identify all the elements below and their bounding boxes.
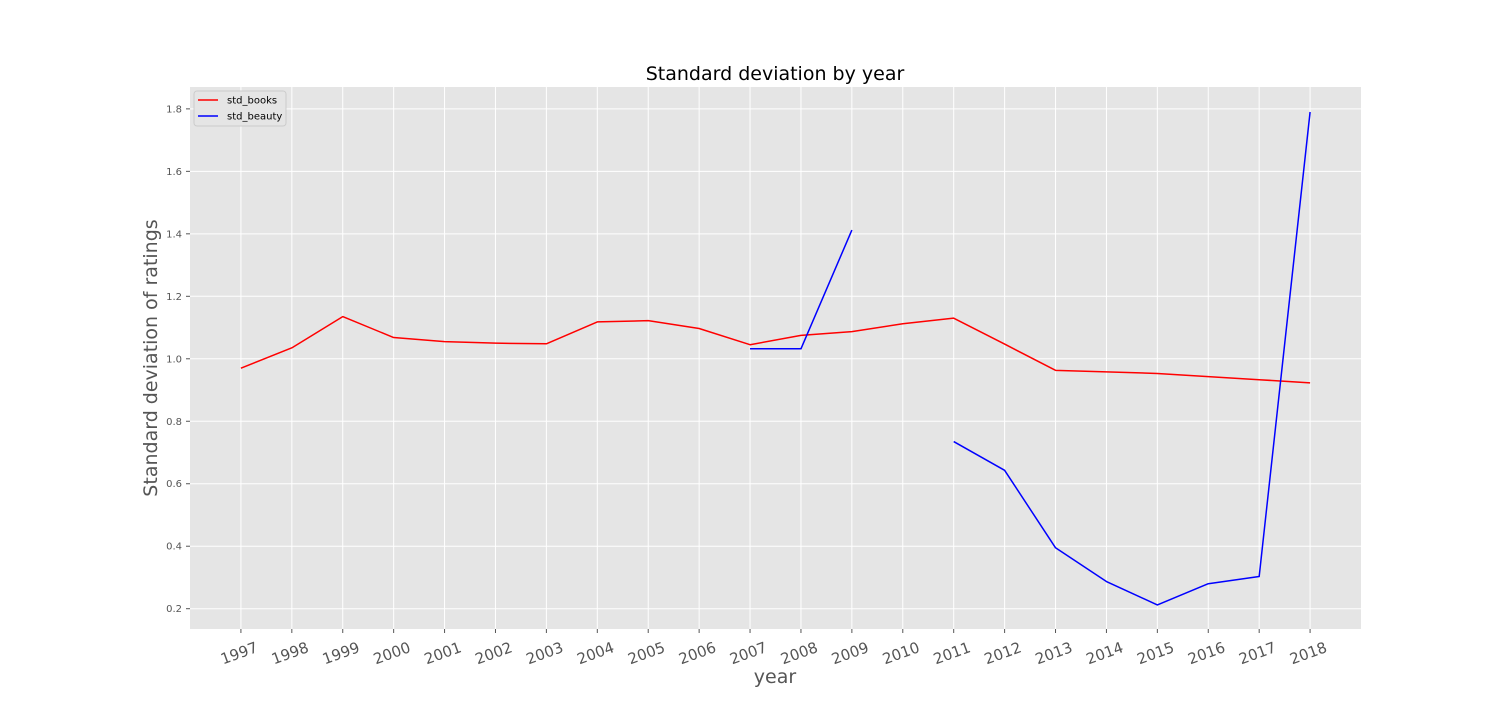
chart-title: Standard deviation by year [646, 63, 905, 85]
series-line-std_books [240, 315, 1311, 384]
series-line-std_beauty [953, 111, 1311, 606]
grid-lines [190, 87, 1361, 629]
legend-label-std_beauty: std_beauty [227, 112, 282, 123]
y-tick-label: 1.0 [166, 354, 182, 365]
y-tick-label: 1.2 [166, 292, 182, 303]
y-tick-label: 1.4 [166, 229, 182, 240]
legend: std_books std_beauty [193, 90, 287, 127]
legend-label-std_books: std_books [227, 96, 277, 107]
x-axis-ticks: 1997 1998 1999 2000 2001 2002 2003 2004 2005 2006… [218, 629, 1329, 668]
series-std_beauty [750, 111, 1311, 606]
y-tick-label: 1.6 [166, 167, 182, 178]
y-tick-label: 1.8 [166, 104, 182, 115]
series-line-std_beauty [750, 229, 853, 350]
y-tick-label: 0.8 [166, 417, 182, 428]
y-tick-label: 0.4 [166, 542, 182, 553]
x-axis-label: year [754, 666, 797, 688]
y-tick-label: 0.2 [166, 604, 182, 615]
y-axis-ticks: 0.2 0.4 0.6 0.8 1.0 1.2 1.4 1.6 1.8 [166, 104, 190, 615]
y-axis-label: Standard deviation of ratings [140, 219, 162, 496]
plot-area [190, 87, 1361, 629]
y-tick-label: 0.6 [166, 479, 182, 490]
series-layer [240, 111, 1311, 606]
series-std_books [240, 315, 1311, 384]
